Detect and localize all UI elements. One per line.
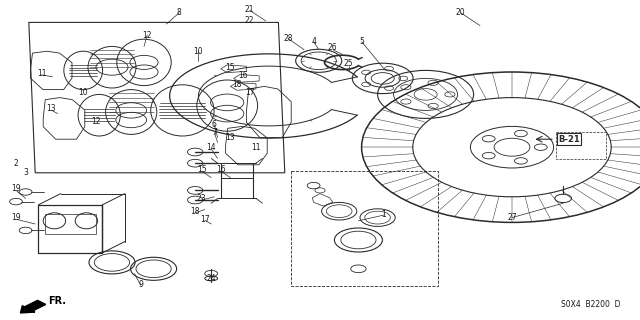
Text: 24: 24 [206,274,216,283]
FancyArrow shape [20,300,45,313]
Text: 8: 8 [177,8,182,17]
Text: 5: 5 [359,37,364,46]
Text: 27: 27 [507,213,517,222]
Text: 10: 10 [193,47,204,56]
Text: 15: 15 [225,63,236,72]
Text: 15: 15 [196,165,207,174]
Text: 10: 10 [78,88,88,97]
Text: 13: 13 [46,104,56,113]
Text: 17: 17 [200,215,210,224]
Text: 22: 22 [245,16,254,25]
Text: 12: 12 [143,31,152,40]
Text: 17: 17 [244,88,255,97]
Text: 4: 4 [311,37,316,46]
Text: 20: 20 [456,8,466,17]
Text: FR.: FR. [48,296,66,306]
Text: 11: 11 [252,143,260,152]
Text: 9: 9 [138,280,143,289]
Text: B-21: B-21 [558,135,580,144]
Text: 19: 19 [11,213,21,222]
Text: 2: 2 [13,159,19,168]
Text: 14: 14 [206,143,216,152]
Text: 18: 18 [232,80,241,89]
Text: 12: 12 [92,117,100,126]
Text: 1: 1 [381,210,387,219]
Text: 13: 13 [225,133,236,142]
Text: 3: 3 [23,168,28,177]
Text: 21: 21 [245,5,254,14]
Text: 26: 26 [328,44,338,52]
Bar [45,214,96,234]
Text: 7: 7 [212,128,217,137]
Text: S0X4  B2200  D: S0X4 B2200 D [561,300,621,309]
Text: 16: 16 [238,71,248,80]
Text: 16: 16 [216,165,226,174]
Text: 6: 6 [212,120,217,129]
Text: 11: 11 [37,69,46,78]
Text: 19: 19 [11,184,21,193]
Text: 23: 23 [196,194,207,203]
Text: 18: 18 [191,207,200,216]
Text: 25: 25 [344,60,354,68]
Text: 28: 28 [284,34,292,43]
